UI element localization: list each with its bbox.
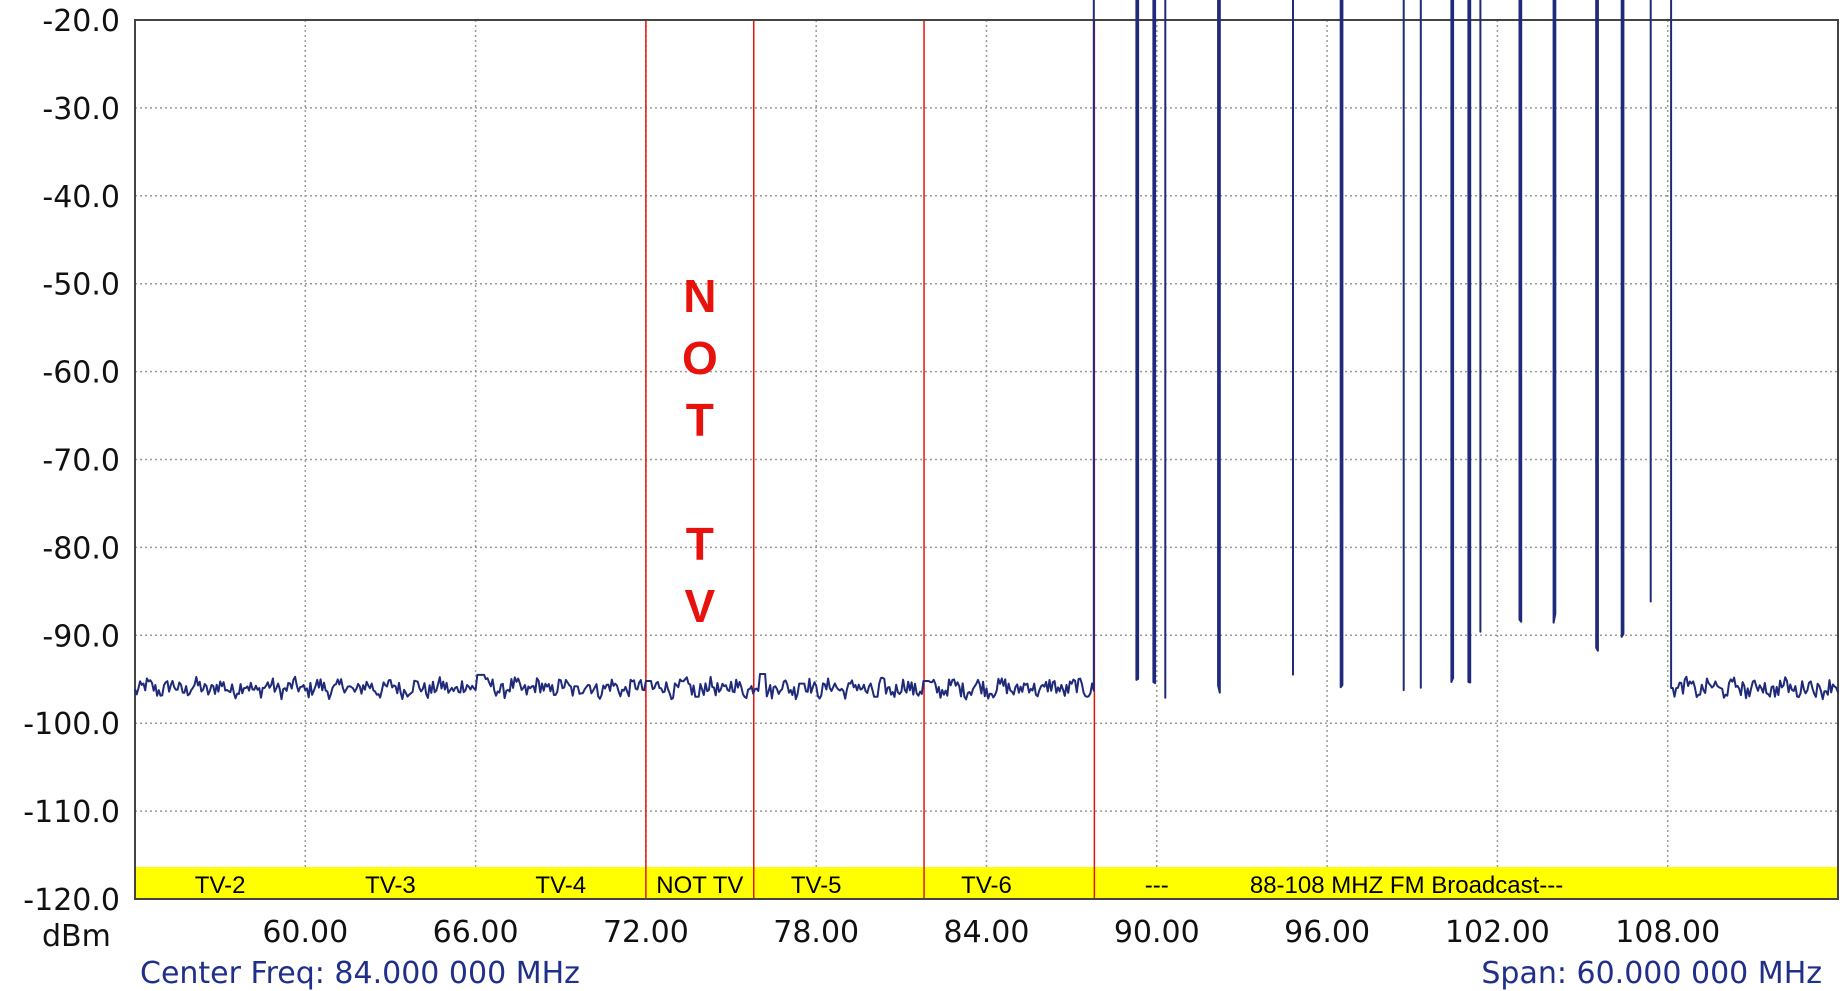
x-tick-label: 60.00	[262, 915, 348, 950]
band-label: 88-108 MHZ FM Broadcast---	[1250, 872, 1563, 899]
vertical-letter: N	[683, 270, 716, 322]
x-tick-label: 90.00	[1114, 915, 1200, 950]
y-tick-label: -60.0	[42, 356, 120, 391]
y-tick-label: -100.0	[23, 707, 120, 742]
y-tick-label: -110.0	[23, 795, 120, 830]
band-label: ---	[1145, 872, 1169, 899]
center-freq-label: Center Freq: 84.000 000 MHz	[140, 956, 580, 991]
band-label: TV-2	[195, 872, 246, 899]
y-tick-label: -50.0	[42, 268, 120, 303]
band-labels: TV-2 TV-3 TV-4 NOT TV TV-5 TV-6 --- 88-108 MHZ …	[195, 872, 1563, 899]
y-tick-label: -120.0	[23, 883, 120, 918]
y-tick-label: -30.0	[42, 92, 120, 127]
band-label: TV-3	[365, 872, 416, 899]
band-label-bar	[135, 867, 1838, 899]
span-label: Span: 60.000 000 MHz	[1481, 956, 1822, 991]
x-tick-label: 84.00	[944, 915, 1030, 950]
plot-frame	[134, 19, 1839, 900]
band-label: NOT TV	[656, 872, 743, 899]
plot-background	[135, 20, 1838, 877]
vertical-letter: T	[686, 394, 714, 446]
y-tick-label: -90.0	[42, 619, 120, 654]
grid-lines	[135, 20, 1838, 899]
vertical-letter: V	[684, 580, 715, 632]
y-tick-label: -20.0	[42, 4, 120, 39]
x-tick-label: 96.00	[1284, 915, 1370, 950]
vertical-letter: O	[682, 332, 718, 384]
band-label: TV-6	[961, 872, 1012, 899]
vertical-letter: T	[686, 518, 714, 570]
x-tick-label: 78.00	[773, 915, 859, 950]
band-label: TV-4	[535, 872, 586, 899]
x-tick-label: 108.00	[1615, 915, 1720, 950]
y-tick-label: -70.0	[42, 444, 120, 479]
y-axis-tick-labels: -20.0 -30.0 -40.0 -50.0 -60.0 -70.0 -80.0 -90.0…	[23, 4, 120, 918]
x-tick-label: 102.00	[1445, 915, 1550, 950]
band-label: TV-5	[791, 872, 842, 899]
x-axis-tick-labels: 60.00 66.00 72.00 78.00 84.00 90.00 96.00 102.0…	[262, 915, 1720, 950]
y-axis-unit-label: dBm	[42, 919, 111, 954]
y-tick-label: -80.0	[42, 531, 120, 566]
x-tick-label: 72.00	[603, 915, 689, 950]
y-tick-label: -40.0	[42, 180, 120, 215]
x-tick-label: 66.00	[433, 915, 519, 950]
